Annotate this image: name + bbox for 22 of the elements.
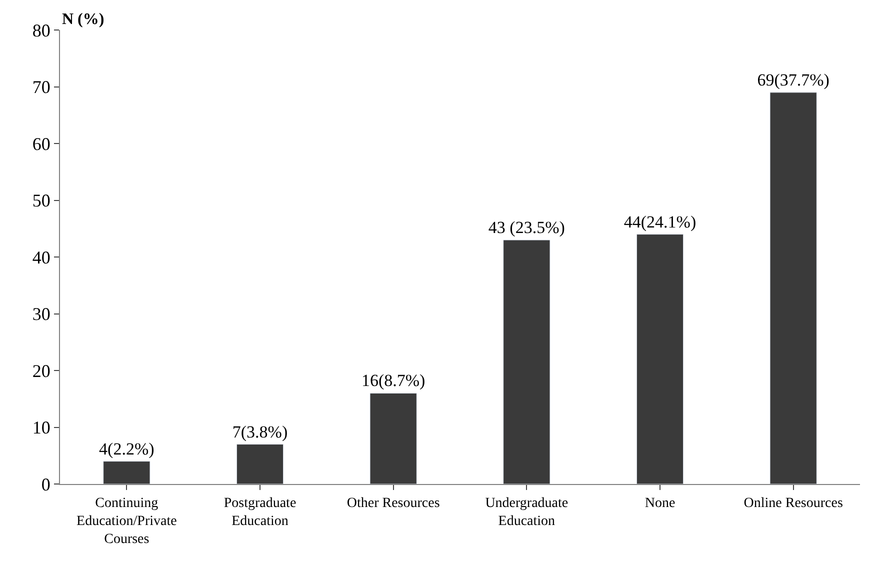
x-tick-label: Online Resources [744, 496, 843, 511]
data-label: 4(2.2%) [99, 439, 154, 458]
y-tick-label: 0 [41, 474, 50, 494]
y-tick-label: 10 [32, 418, 50, 438]
y-tick-label: 70 [32, 77, 50, 98]
y-tick-label: 80 [32, 20, 50, 40]
y-tick-label: 50 [32, 190, 50, 211]
x-tick-label: Postgraduate Education [224, 496, 296, 529]
x-tick-label: Continuing Education/Private Courses [76, 496, 177, 548]
y-tick-label: 30 [32, 304, 50, 324]
x-tick-label: None [644, 496, 676, 511]
y-axis-title: N (%) [62, 11, 104, 28]
data-label: 7(3.8%) [232, 422, 288, 442]
x-tick-label: Other Resources [346, 496, 440, 511]
data-label: 16(8.7%) [361, 371, 426, 390]
data-label: 43 (23.5%) [488, 218, 565, 237]
data-label: 69(37.7%) [757, 70, 830, 90]
y-tick-label: 60 [32, 134, 50, 154]
y-tick-label: 20 [32, 360, 50, 381]
data-label: 44(24.1%) [624, 212, 696, 232]
y-tick-label: 40 [32, 247, 50, 268]
x-tick-label: Undergraduate Education [485, 496, 568, 529]
